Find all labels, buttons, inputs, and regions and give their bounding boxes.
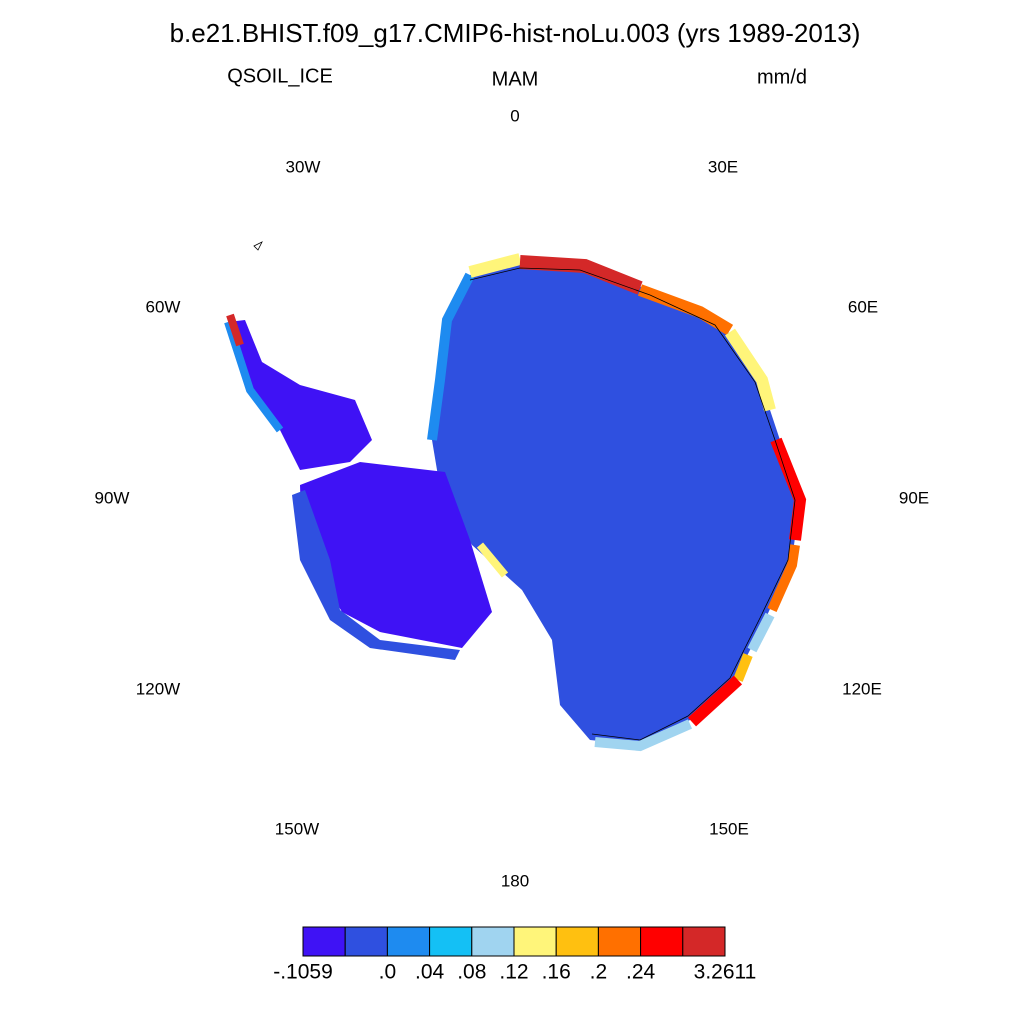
- longitude-label: 90W: [95, 488, 130, 507]
- longitude-label: 30E: [708, 157, 738, 176]
- coast-band: [468, 253, 522, 278]
- coast-band: [226, 313, 244, 347]
- longitude-label: 120W: [136, 679, 180, 698]
- west-antarctica: [300, 462, 492, 648]
- colorbar-label: 3.2611: [694, 961, 757, 984]
- coast-band: [687, 675, 743, 727]
- colorbar-box: [597, 926, 642, 957]
- longitude-label: 120E: [842, 679, 882, 698]
- coast-band: [519, 255, 643, 295]
- longitude-label: 150W: [275, 819, 319, 838]
- coast-band: [770, 437, 807, 541]
- colorbar-box: [682, 926, 726, 957]
- colorbar-box: [344, 926, 388, 957]
- coast-band: [594, 719, 693, 752]
- colorbar-label: .04: [415, 961, 445, 984]
- colorbar-box: [513, 926, 557, 957]
- colorbar-box: [640, 926, 684, 957]
- island: [253, 241, 263, 251]
- east-antarctica: [432, 262, 800, 745]
- coast-band: [747, 612, 775, 653]
- season: MAM: [492, 68, 539, 90]
- coast-band: [725, 328, 776, 412]
- colorbar-box: [471, 926, 515, 957]
- variable-name: QSOIL_ICE: [227, 65, 333, 87]
- colorbar-label: .08: [457, 961, 486, 984]
- marie-byrd-edge: [292, 490, 460, 660]
- map: [224, 241, 807, 752]
- longitude-label: 30W: [286, 157, 321, 176]
- peninsula: [228, 320, 372, 470]
- colorbar-label: .12: [499, 961, 528, 984]
- colorbar-label: -.1059: [273, 961, 333, 984]
- colorbar-box: [386, 926, 431, 957]
- coast-band: [476, 542, 509, 578]
- longitude-label: 60W: [146, 297, 181, 316]
- coast-band: [637, 284, 734, 336]
- colorbar-label: .2: [590, 961, 608, 984]
- colorbar-label: .16: [542, 961, 571, 984]
- longitude-label: 60E: [848, 297, 878, 316]
- coast-band: [427, 272, 475, 441]
- longitude-label: 90E: [899, 488, 929, 507]
- colorbar-box: [555, 926, 599, 957]
- longitude-label: 180: [501, 871, 529, 890]
- title: b.e21.BHIST.f09_g17.CMIP6-hist-noLu.003 …: [170, 18, 861, 48]
- colorbar-label: .0: [379, 961, 397, 984]
- coast-band: [733, 653, 753, 682]
- longitude-label: 0: [510, 106, 519, 125]
- coast-band: [224, 320, 284, 433]
- colorbar-box: [302, 926, 346, 957]
- longitude-label: 150E: [709, 819, 749, 838]
- coast-band: [767, 544, 800, 613]
- colorbar-box: [429, 926, 473, 957]
- units: mm/d: [757, 66, 807, 88]
- coastline: [469, 267, 796, 741]
- colorbar-label: .24: [626, 961, 656, 984]
